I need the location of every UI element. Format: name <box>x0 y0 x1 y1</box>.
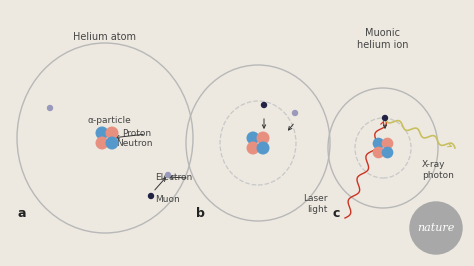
Circle shape <box>106 127 118 139</box>
Circle shape <box>165 172 171 177</box>
Circle shape <box>292 110 298 115</box>
Circle shape <box>47 106 53 110</box>
Circle shape <box>246 131 259 144</box>
Text: Electron: Electron <box>155 173 192 182</box>
Circle shape <box>373 147 384 158</box>
Circle shape <box>410 202 462 254</box>
Circle shape <box>373 138 384 149</box>
Circle shape <box>95 136 109 149</box>
Text: b: b <box>196 207 205 220</box>
Text: Laser
light: Laser light <box>303 194 328 214</box>
Circle shape <box>106 136 118 149</box>
Circle shape <box>262 102 266 107</box>
Circle shape <box>382 147 393 158</box>
Circle shape <box>256 142 270 155</box>
Circle shape <box>383 115 388 120</box>
Text: Helium atom: Helium atom <box>73 32 137 42</box>
Circle shape <box>95 127 109 139</box>
Text: Muon: Muon <box>155 195 180 204</box>
Text: a: a <box>18 207 27 220</box>
Circle shape <box>382 138 393 149</box>
Text: Proton: Proton <box>122 129 151 138</box>
Circle shape <box>246 142 259 155</box>
Text: Muonic
helium ion: Muonic helium ion <box>357 28 409 50</box>
Circle shape <box>148 193 154 198</box>
Text: X-ray
photon: X-ray photon <box>422 160 454 180</box>
Text: α-particle: α-particle <box>88 116 132 125</box>
Circle shape <box>256 131 270 144</box>
Text: nature: nature <box>417 223 455 233</box>
Text: Neutron: Neutron <box>116 139 153 148</box>
Text: c: c <box>333 207 340 220</box>
